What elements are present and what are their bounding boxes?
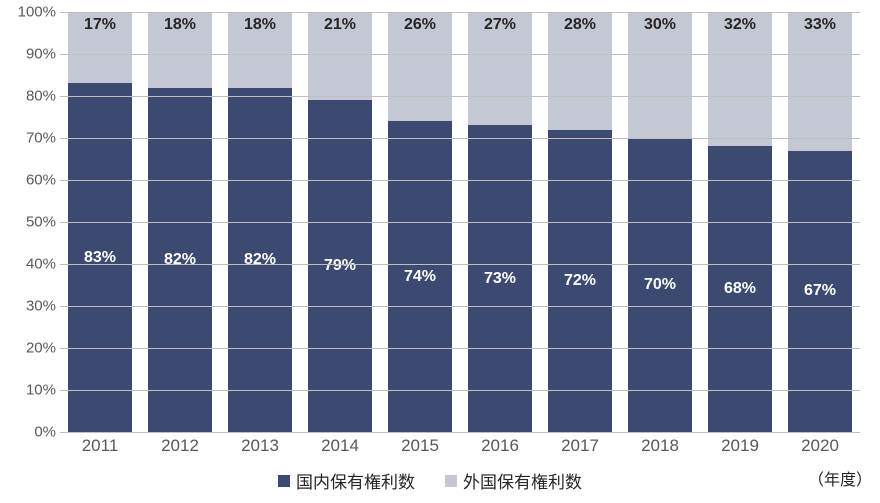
bar-segment-foreign: 21% — [308, 12, 372, 100]
bar-segment-foreign: 30% — [628, 12, 692, 138]
gridline — [60, 12, 860, 13]
y-tick-label: 30% — [8, 298, 56, 315]
x-tick-label: 2020 — [788, 436, 852, 456]
gridline — [60, 348, 860, 349]
legend-label-foreign: 外国保有権利数 — [463, 468, 582, 493]
y-tick-label: 0% — [8, 424, 56, 441]
legend-label-domestic: 国内保有権利数 — [296, 468, 415, 493]
bar-segment-foreign: 17% — [68, 12, 132, 83]
y-tick-label: 80% — [8, 88, 56, 105]
bar-value-label: 21% — [324, 16, 356, 34]
bar-segment-domestic: 73% — [468, 125, 532, 432]
bar-value-label: 73% — [484, 270, 516, 288]
bar-segment-foreign: 33% — [788, 12, 852, 151]
legend-item-domestic: 国内保有権利数 — [278, 468, 415, 493]
y-tick-label: 100% — [8, 4, 56, 21]
bar-value-label: 18% — [164, 16, 196, 34]
bar-segment-domestic: 74% — [388, 121, 452, 432]
y-tick-label: 90% — [8, 46, 56, 63]
legend-item-foreign: 外国保有権利数 — [445, 468, 582, 493]
bar-value-label: 30% — [644, 16, 676, 34]
bar-value-label: 72% — [564, 272, 596, 290]
bar-value-label: 18% — [244, 16, 276, 34]
bar-value-label: 70% — [644, 276, 676, 294]
bar-segment-domestic: 82% — [228, 88, 292, 432]
bar-value-label: 82% — [244, 251, 276, 269]
gridline — [60, 180, 860, 181]
bar-segment-foreign: 27% — [468, 12, 532, 125]
gridline — [60, 306, 860, 307]
legend-swatch-foreign — [445, 475, 457, 487]
x-tick-label: 2016 — [468, 436, 532, 456]
bar-segment-domestic: 70% — [628, 138, 692, 432]
bar-segment-foreign: 28% — [548, 12, 612, 130]
x-axis-title: （年度） — [808, 466, 872, 490]
bar-segment-foreign: 32% — [708, 12, 772, 146]
bar-segment-foreign: 18% — [148, 12, 212, 88]
y-tick-label: 20% — [8, 340, 56, 357]
gridline — [60, 96, 860, 97]
gridline — [60, 222, 860, 223]
x-tick-label: 2018 — [628, 436, 692, 456]
bar-value-label: 32% — [724, 16, 756, 34]
bar-value-label: 28% — [564, 16, 596, 34]
y-tick-label: 50% — [8, 214, 56, 231]
bar-value-label: 74% — [404, 268, 436, 286]
x-tick-label: 2019 — [708, 436, 772, 456]
x-axis-labels: 2011 2012 2013 2014 2015 2016 2017 2018 2019 2020 — [60, 436, 860, 456]
bar-segment-domestic: 83% — [68, 83, 132, 432]
x-tick-label: 2011 — [68, 436, 132, 456]
gridline — [60, 138, 860, 139]
stacked-bar-chart: 17% 83% 18% 82% 18% 82% 21% 79% 26% 74% 27% 73% 28% 7… — [0, 0, 880, 503]
bar-segment-foreign: 18% — [228, 12, 292, 88]
x-tick-label: 2015 — [388, 436, 452, 456]
plot-area: 17% 83% 18% 82% 18% 82% 21% 79% 26% 74% 27% 73% 28% 7… — [60, 12, 860, 432]
bar-segment-domestic: 82% — [148, 88, 212, 432]
bar-segment-domestic: 72% — [548, 130, 612, 432]
y-tick-label: 60% — [8, 172, 56, 189]
bar-value-label: 17% — [84, 16, 116, 34]
x-tick-label: 2012 — [148, 436, 212, 456]
y-tick-label: 40% — [8, 256, 56, 273]
legend-swatch-domestic — [278, 475, 290, 487]
gridline — [60, 390, 860, 391]
bar-value-label: 33% — [804, 16, 836, 34]
bar-value-label: 79% — [324, 257, 356, 275]
bar-value-label: 68% — [724, 280, 756, 298]
bar-value-label: 67% — [804, 282, 836, 300]
x-tick-label: 2013 — [228, 436, 292, 456]
gridline — [60, 432, 860, 433]
bar-segment-foreign: 26% — [388, 12, 452, 121]
x-tick-label: 2017 — [548, 436, 612, 456]
x-tick-label: 2014 — [308, 436, 372, 456]
bar-value-label: 82% — [164, 251, 196, 269]
gridline — [60, 264, 860, 265]
legend: 国内保有権利数 外国保有権利数 — [0, 468, 860, 493]
bar-segment-domestic: 79% — [308, 100, 372, 432]
bar-value-label: 26% — [404, 16, 436, 34]
y-tick-label: 70% — [8, 130, 56, 147]
bar-value-label: 27% — [484, 16, 516, 34]
y-tick-label: 10% — [8, 382, 56, 399]
gridline — [60, 54, 860, 55]
